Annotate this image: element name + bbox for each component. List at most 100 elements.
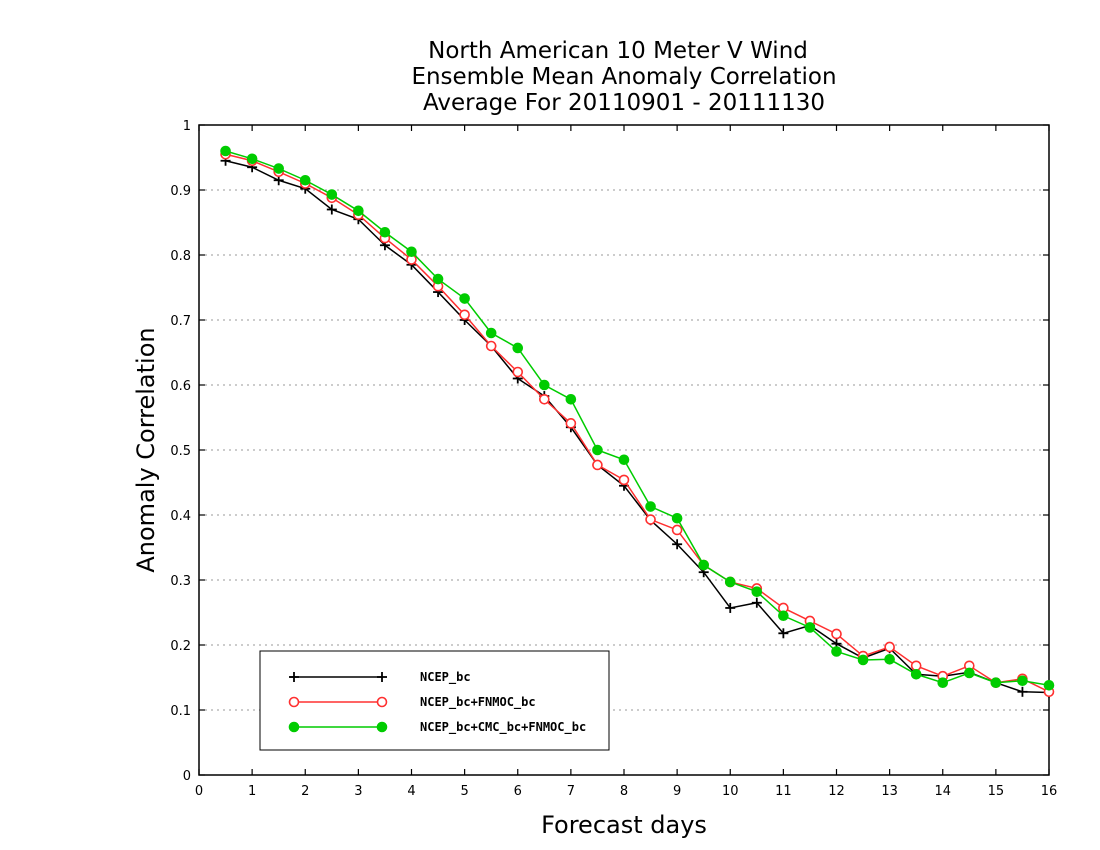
y-tick-label: 0.6 [170, 379, 191, 394]
x-tick-label: 5 [460, 784, 468, 799]
series-ncep-bc-line [225, 160, 1050, 694]
series-ncep-bc-cmc-bc-fnmoc-bc-point [353, 205, 364, 217]
legend-entry-ncep-bc-cmc-bc-fnmoc-bc-marker [376, 721, 388, 733]
y-tick-label: 0.5 [170, 444, 191, 459]
series-ncep-bc-fnmoc-bc-point [539, 393, 550, 405]
series-ncep-bc-point [1017, 686, 1028, 697]
legend-entry-ncep-bc-cmc-bc-fnmoc-bc-label: NCEP_bc+CMC_bc+FNMOC_bc [420, 720, 586, 735]
chart-title-line-3: Average For 20110901 - 20111130 [423, 90, 825, 116]
x-tick-label: 13 [881, 784, 898, 799]
legend: NCEP_bc NCEP_bc+FNMOC_bc NCEP_bc+CMC_bc+FN… [259, 650, 610, 751]
y-tick-label: 0 [183, 769, 191, 784]
series-ncep-bc-cmc-bc-fnmoc-bc-point [379, 226, 391, 238]
legend-box [259, 650, 610, 751]
axes: 00.10.20.30.40.50.60.70.80.910 1 2 3 4 5 6 7 8 9 1… [170, 119, 1057, 799]
x-tick-label: 7 [567, 784, 575, 799]
x-tick-label: 10 [722, 784, 739, 799]
y-tick-label: 0.1 [170, 704, 191, 719]
series-ncep-bc-cmc-bc-fnmoc-bc-point [857, 654, 869, 666]
series-ncep-bc-cmc-bc-fnmoc-bc-point [698, 559, 709, 571]
series-ncep-bc-cmc-bc-fnmoc-bc-point [565, 394, 577, 405]
x-tick-label: 14 [934, 784, 951, 799]
x-tick-label: 16 [1041, 784, 1058, 799]
series-ncep-bc-cmc-bc-fnmoc-bc-point [724, 576, 736, 588]
series-ncep-bc-fnmoc-bc-point [618, 474, 630, 486]
series-ncep-bc-cmc-bc-fnmoc-bc-point [432, 273, 444, 285]
series-ncep-bc-fnmoc-bc-line [225, 153, 1050, 693]
series-ncep-bc-point [326, 204, 337, 215]
series-ncep-bc-cmc-bc-fnmoc-bc-point [592, 444, 603, 456]
series-ncep-bc-fnmoc-bc-point [645, 514, 656, 525]
x-tick-label: 6 [514, 784, 522, 799]
series-ncep-bc-cmc-bc-fnmoc-bc-point [671, 512, 683, 524]
series-ncep-bc-cmc-bc-fnmoc-bc-point [512, 342, 524, 354]
legend-entry-ncep-bc-marker [289, 672, 299, 682]
series-ncep-bc-fnmoc-bc-point [512, 366, 524, 378]
series-ncep-bc-cmc-bc-fnmoc-bc-point [299, 174, 311, 186]
x-tick-label: 8 [620, 784, 628, 799]
y-tick-label: 0.9 [170, 184, 191, 199]
series-ncep-bc-cmc-bc-fnmoc-bc-point [778, 610, 789, 622]
series-ncep-bc [220, 155, 1054, 698]
legend-entry-ncep-bc-fnmoc-bc-marker [376, 696, 388, 708]
x-tick-label: 12 [828, 784, 845, 799]
legend-entry-ncep-bc-marker [377, 672, 387, 682]
series-ncep-bc-cmc-bc-fnmoc-bc-point [831, 646, 842, 657]
series-ncep-bc-cmc-bc-fnmoc-bc-point [406, 246, 417, 258]
series-ncep-bc-cmc-bc-fnmoc-bc-point [459, 293, 470, 304]
y-tick-label: 0.4 [170, 509, 191, 524]
series-ncep-bc-cmc-bc-fnmoc-bc-line [225, 150, 1050, 687]
y-tick-label: 0.8 [170, 249, 191, 264]
series-ncep-bc-cmc-bc-fnmoc-bc-point [645, 501, 656, 512]
series-ncep-bc-cmc-bc-fnmoc-bc-point [1043, 680, 1055, 691]
chart-title: North American 10 Meter V Wind Ensemble … [411, 38, 836, 116]
series-ncep-bc-cmc-bc-fnmoc-bc-point [618, 454, 630, 466]
x-axis-label: Forecast days [541, 811, 707, 839]
series-ncep-bc-cmc-bc-fnmoc-bc-point [884, 654, 895, 665]
series-ncep-bc-cmc-bc-fnmoc-bc-point [539, 379, 550, 391]
series-ncep-bc-cmc-bc-fnmoc-bc-point [273, 163, 284, 174]
series-ncep-bc-fnmoc-bc-point [592, 459, 603, 471]
series-ncep-bc-point [751, 597, 762, 608]
y-axis-label: Anomaly Correlation [132, 327, 160, 572]
series-ncep-bc-cmc-bc-fnmoc-bc-point [990, 677, 1002, 689]
series-ncep-bc-fnmoc-bc-point [485, 340, 497, 352]
chart-title-line-2: Ensemble Mean Anomaly Correlation [411, 64, 836, 90]
series-ncep-bc-fnmoc-bc [220, 148, 1055, 698]
series [220, 145, 1055, 698]
series-ncep-bc-point [725, 602, 736, 613]
y-tick-label: 0.2 [170, 639, 191, 654]
x-tick-label: 9 [673, 784, 681, 799]
y-tick-label: 1 [183, 119, 191, 134]
series-ncep-bc-cmc-bc-fnmoc-bc-point [964, 667, 975, 679]
series-ncep-bc-cmc-bc-fnmoc-bc-point [910, 668, 922, 680]
legend-entry-ncep-bc-cmc-bc-fnmoc-bc: NCEP_bc+CMC_bc+FNMOC_bc [288, 720, 586, 735]
series-ncep-bc-cmc-bc-fnmoc-bc-point [246, 153, 258, 165]
y-tick-label: 0.3 [170, 574, 191, 589]
series-ncep-bc-cmc-bc-fnmoc-bc-point [485, 327, 497, 339]
x-tick-label: 15 [988, 784, 1005, 799]
x-tick-label: 1 [248, 784, 256, 799]
series-ncep-bc-fnmoc-bc-point [565, 418, 577, 429]
x-tick-label: 0 [195, 784, 203, 799]
legend-entry-ncep-bc-cmc-bc-fnmoc-bc-marker [288, 721, 300, 733]
gridlines [199, 189, 1049, 711]
series-ncep-bc-cmc-bc-fnmoc-bc-point [751, 586, 763, 598]
y-tick-label: 0.7 [170, 314, 191, 329]
legend-entry-ncep-bc-label: NCEP_bc [420, 670, 471, 685]
legend-entry-ncep-bc-fnmoc-bc: NCEP_bc+FNMOC_bc [288, 695, 536, 710]
series-ncep-bc-cmc-bc-fnmoc-bc-point [220, 145, 231, 157]
series-ncep-bc-point [778, 628, 789, 639]
series-ncep-bc-fnmoc-bc-point [671, 524, 683, 536]
series-ncep-bc-fnmoc-bc-point [884, 641, 895, 653]
x-tick-label: 11 [775, 784, 792, 799]
x-tick-label: 2 [301, 784, 309, 799]
series-ncep-bc-cmc-bc-fnmoc-bc-point [1017, 675, 1028, 687]
chart-title-line-1: North American 10 Meter V Wind [428, 38, 808, 64]
series-ncep-bc-cmc-bc-fnmoc-bc-point [804, 622, 816, 633]
series-ncep-bc-fnmoc-bc-point [459, 309, 470, 321]
series-ncep-bc-point [672, 539, 683, 550]
x-tick-label: 4 [407, 784, 415, 799]
legend-entry-ncep-bc: NCEP_bc [289, 670, 471, 685]
